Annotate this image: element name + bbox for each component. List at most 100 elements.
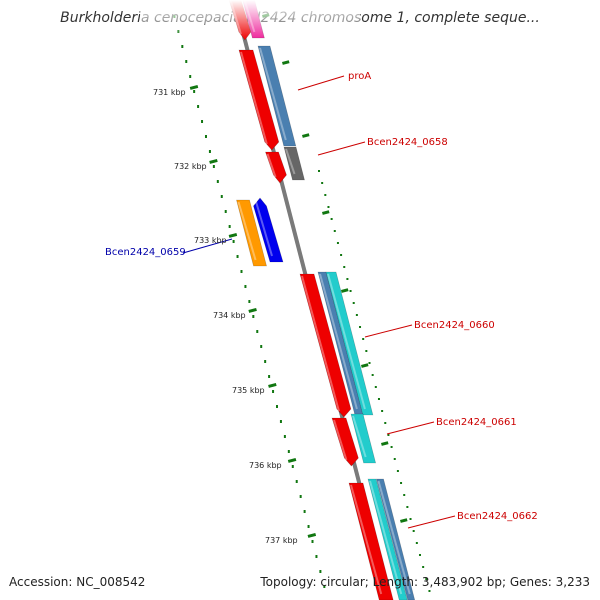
cds-block[interactable]	[236, 199, 267, 267]
tick-dot	[287, 450, 290, 453]
cds-arrow[interactable]	[299, 273, 352, 418]
feature-highlight	[285, 148, 296, 175]
gene-label-bcen2424-0659[interactable]: Bcen2424_0659	[105, 247, 186, 258]
inner-track-dot	[412, 530, 415, 532]
cds-arrow[interactable]	[238, 49, 280, 151]
inner-tick-mark	[302, 133, 310, 138]
tick-dot	[185, 60, 188, 63]
tick-mark	[248, 307, 257, 313]
tick-dot	[283, 435, 286, 438]
tick-dot	[236, 255, 239, 258]
cds-block[interactable]	[350, 413, 377, 464]
inner-track-dot	[333, 230, 336, 232]
tick-label-737: 737 kbp	[265, 536, 298, 545]
inner-track-dot	[336, 242, 339, 244]
tick-label-731: 731 kbp	[153, 88, 186, 97]
inner-track-dot	[428, 590, 431, 592]
gene-label-bcen2424-0662[interactable]: Bcen2424_0662	[457, 511, 538, 522]
inner-tick-mark	[381, 441, 389, 446]
tick-dot	[208, 150, 211, 153]
tick-dot	[303, 510, 306, 513]
feature-highlight	[327, 273, 366, 410]
tick-dot	[299, 495, 302, 498]
gene-label-bcen2424-0658[interactable]: Bcen2424_0658	[367, 137, 448, 148]
tick-dot	[260, 345, 263, 348]
inner-track-dot	[346, 278, 349, 280]
inner-track-dot	[374, 386, 377, 388]
feature-highlight	[237, 201, 257, 261]
tick-dot	[275, 405, 278, 408]
feature-highlight	[259, 47, 287, 141]
inner-track	[262, 13, 431, 592]
tick-track	[173, 15, 326, 588]
tick-dot	[216, 180, 219, 183]
inner-track-dot	[327, 206, 330, 208]
feature-highlight	[377, 480, 411, 595]
accession-label: Accession: NC_008542	[9, 575, 146, 589]
tick-label-736: 736 kbp	[249, 461, 282, 470]
inner-track-dot	[387, 434, 390, 436]
inner-tick-mark	[281, 60, 290, 65]
gene-label-leaders	[182, 75, 456, 529]
inner-track-dot	[400, 482, 403, 484]
inner-track-dot	[340, 254, 343, 256]
cds-block[interactable]	[348, 482, 394, 600]
tick-dot	[244, 285, 247, 288]
inner-tick-mark	[341, 288, 349, 293]
inner-tick-mark	[400, 518, 408, 523]
gene-label-bcen2424-0661[interactable]: Bcen2424_0661	[436, 417, 517, 428]
cds-arrow[interactable]	[265, 151, 287, 184]
tick-dot	[268, 375, 271, 378]
inner-track-dot	[390, 446, 393, 448]
cds-block[interactable]	[257, 45, 297, 147]
tick-dot	[295, 480, 298, 483]
tick-dot	[319, 570, 322, 573]
feature-highlight	[333, 419, 348, 461]
inner-track-dot	[425, 578, 428, 580]
cds-block[interactable]	[283, 146, 305, 181]
tick-dot	[212, 165, 215, 168]
inner-track-dot	[393, 458, 396, 460]
tick-mark	[209, 158, 218, 164]
inner-track-dot	[330, 218, 333, 220]
inner-track-dot	[362, 338, 365, 340]
tick-label-733: 733 kbp	[194, 236, 227, 245]
tick-dot	[307, 525, 310, 528]
tick-mark	[307, 532, 317, 538]
inner-track-dot	[422, 566, 425, 568]
inner-track-dot	[359, 326, 362, 328]
cds-block[interactable]	[367, 478, 408, 600]
feature-highlight	[369, 480, 403, 595]
tick-dot	[291, 465, 294, 468]
cds-block[interactable]	[325, 271, 374, 416]
tick-dot	[256, 330, 259, 333]
feature-highlight	[254, 199, 273, 257]
gene-label-bcen2424-0660[interactable]: Bcen2424_0660	[414, 320, 495, 331]
inner-track-dot	[403, 494, 406, 496]
cds-arrow[interactable]	[331, 417, 359, 467]
tick-dot	[240, 270, 243, 273]
cds-block[interactable]	[376, 478, 416, 600]
tick-mark	[287, 457, 297, 463]
inner-track-dot	[343, 266, 346, 268]
inner-track-dot	[415, 542, 418, 544]
tick-dot	[197, 105, 200, 108]
inner-track-dot	[406, 506, 409, 508]
gene-label-proA[interactable]: proA	[348, 71, 371, 82]
cds-arrow[interactable]	[253, 197, 284, 263]
inner-track-dot	[349, 290, 352, 292]
tick-dot	[204, 135, 207, 138]
inner-track-dot	[352, 302, 355, 304]
feature-highlight	[350, 484, 383, 595]
inner-track-dot	[377, 398, 380, 400]
tick-dot	[193, 90, 196, 93]
feature-track	[228, 0, 416, 600]
inner-track-dot	[371, 374, 374, 376]
tick-dot	[279, 420, 282, 423]
inner-track-dot	[355, 314, 358, 316]
tick-dot	[189, 75, 192, 78]
tick-label-734: 734 kbp	[213, 311, 246, 320]
feature-highlight	[240, 51, 268, 145]
inner-track-dot	[396, 470, 399, 472]
